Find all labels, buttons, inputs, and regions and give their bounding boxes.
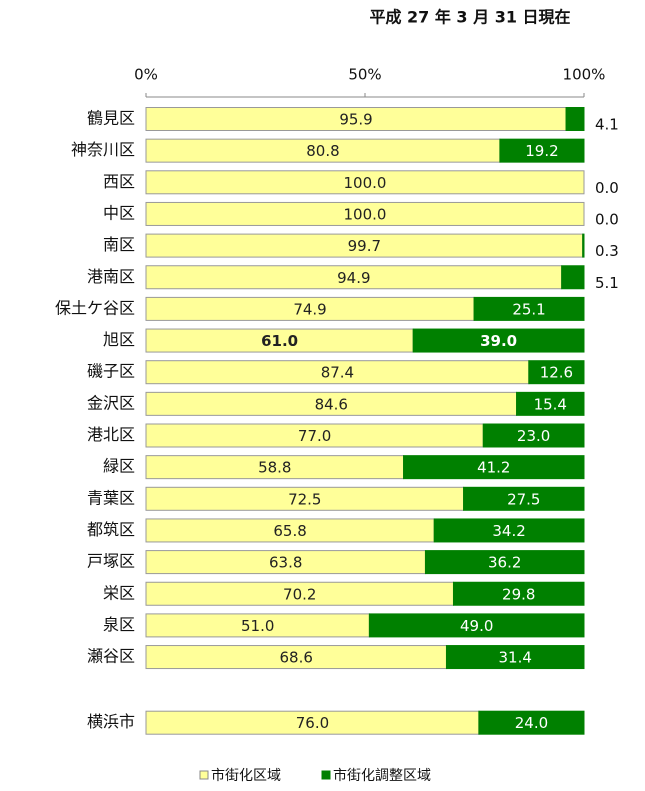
value-label: 41.2: [477, 459, 510, 477]
y-tick-label: 緑区: [103, 457, 135, 476]
value-label: 70.2: [283, 585, 316, 603]
bar-segment: [433, 518, 585, 543]
legend-swatch: [199, 770, 209, 780]
bar-segment: [565, 107, 585, 131]
value-label: 0.0: [595, 179, 619, 197]
y-tick-label: 神奈川区: [71, 140, 135, 159]
value-label: 19.2: [525, 142, 558, 160]
legend-label: 市街化調整区域: [333, 767, 431, 784]
value-label: 84.6: [315, 395, 348, 413]
value-label: 100.0: [344, 205, 387, 223]
y-tick-label: 西区: [103, 172, 135, 191]
value-label: 77.0: [298, 427, 331, 445]
bar-segment: [561, 265, 585, 290]
value-label: 51.0: [241, 617, 274, 635]
bar-segment: [528, 360, 585, 385]
y-tick-label: 都筑区: [87, 520, 135, 539]
value-label: 15.4: [534, 395, 567, 413]
y-tick-label: 港北区: [87, 425, 135, 444]
x-tick-label: 100%: [563, 66, 606, 84]
value-label: 39.0: [480, 332, 517, 350]
y-tick-label: 泉区: [103, 615, 135, 634]
value-label: 0.0: [595, 210, 619, 228]
value-label: 5.1: [595, 274, 619, 292]
bar-segment: [516, 391, 585, 416]
value-label: 95.9: [339, 111, 372, 129]
y-tick-label: 旭区: [103, 330, 135, 349]
y-tick-label: 栄区: [103, 583, 135, 602]
y-tick-label: 金沢区: [87, 393, 135, 412]
y-tick-label: 瀬谷区: [87, 647, 135, 666]
value-label: 0.3: [595, 242, 619, 260]
bar-segment: [424, 550, 585, 575]
y-tick-label: 戸塚区: [87, 552, 135, 571]
value-label: 58.8: [258, 459, 291, 477]
value-label: 80.8: [306, 142, 339, 160]
y-tick-label: 鶴見区: [87, 109, 135, 128]
bar-segment: [452, 581, 585, 606]
y-tick-label: 横浜市: [87, 712, 135, 731]
value-label: 68.6: [280, 649, 313, 667]
value-label: 31.4: [499, 649, 532, 667]
bar-segment: [145, 170, 585, 195]
value-label: 63.8: [269, 554, 302, 572]
chart-subtitle: 平成 27 年 3 月 31 日現在: [369, 8, 570, 27]
value-label: 34.2: [492, 522, 525, 540]
value-label: 29.8: [502, 585, 535, 603]
bar-segment: [403, 455, 585, 480]
bar-segment: [145, 201, 585, 226]
value-label: 99.7: [348, 237, 381, 255]
value-label: 74.9: [293, 300, 326, 318]
bar-segment: [499, 138, 585, 163]
x-tick-label: 0%: [134, 66, 158, 84]
value-label: 4.1: [595, 116, 619, 134]
value-label: 23.0: [517, 427, 550, 445]
value-label: 76.0: [296, 714, 329, 732]
y-tick-label: 磯子区: [87, 362, 135, 381]
value-label: 24.0: [515, 714, 548, 732]
x-tick-label: 50%: [348, 66, 381, 84]
value-label: 25.1: [512, 300, 545, 318]
y-tick-label: 南区: [103, 235, 135, 254]
value-label: 36.2: [488, 554, 521, 572]
legend-label: 市街化区域: [211, 767, 281, 784]
bar-segment: [582, 233, 585, 258]
bar-segment: [478, 710, 585, 735]
bar-segment: [482, 423, 585, 448]
value-label: 65.8: [273, 522, 306, 540]
bar-segment: [473, 296, 585, 321]
bar-segment: [368, 613, 585, 638]
y-tick-label: 保土ケ谷区: [55, 298, 135, 317]
y-tick-label: 港南区: [87, 267, 135, 286]
value-label: 12.6: [540, 364, 573, 382]
y-tick-label: 青葉区: [87, 488, 135, 507]
bar-segment: [463, 486, 585, 511]
value-label: 94.9: [337, 269, 370, 287]
legend-swatch: [321, 770, 331, 780]
y-tick-label: 中区: [103, 203, 135, 222]
value-label: 72.5: [288, 490, 321, 508]
value-label: 100.0: [344, 174, 387, 192]
value-label: 87.4: [321, 364, 354, 382]
bar-segment: [412, 328, 585, 353]
value-label: 49.0: [460, 617, 493, 635]
value-label: 27.5: [507, 490, 540, 508]
value-label: 61.0: [261, 332, 298, 350]
bar-segment: [445, 645, 585, 670]
